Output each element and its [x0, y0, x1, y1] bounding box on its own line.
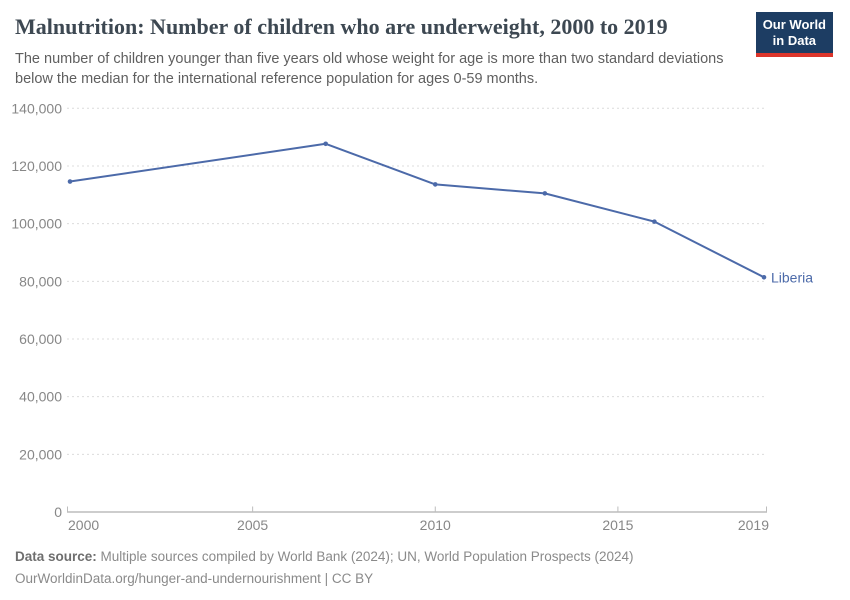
- data-source-line: Data source: Multiple sources compiled b…: [15, 546, 835, 568]
- data-source-label: Data source:: [15, 549, 97, 564]
- y-axis-tick-label: 0: [54, 504, 62, 520]
- axes: [67, 506, 767, 513]
- gridlines: [67, 107, 767, 455]
- y-axis-tick-label: 80,000: [19, 273, 62, 289]
- series-line-liberia: [69, 142, 765, 279]
- owid-logo[interactable]: Our World in Data: [755, 12, 833, 57]
- y-axis-tick-label: 140,000: [11, 100, 62, 116]
- y-axis-tick-label: 60,000: [19, 331, 62, 347]
- data-point-2019: [761, 274, 767, 280]
- chart-subtitle-line1: The number of children younger than five…: [15, 51, 724, 67]
- y-axis-tick-label: 100,000: [11, 216, 62, 232]
- x-axis-tick-label: 2010: [420, 517, 451, 533]
- y-axis-tick-label: 40,000: [19, 389, 62, 405]
- y-axis-tick-label: 120,000: [11, 158, 62, 174]
- x-axis-tick-label: 2015: [602, 517, 633, 533]
- page-title: Malnutrition: Number of children who are…: [15, 14, 668, 39]
- data-point-2007: [323, 141, 328, 147]
- license-line: OurWorldinData.org/hunger-and-undernouri…: [15, 568, 835, 590]
- data-point-2013: [542, 191, 548, 196]
- axis-labels: 0 20,000 40,000 60,000 80,000 100,000 120,000 1…: [11, 100, 769, 533]
- chart-subtitle: The number of children younger than five…: [15, 49, 760, 89]
- license-text: | CC BY: [320, 571, 374, 586]
- data-point-2016: [652, 219, 657, 224]
- x-axis-tick-label: 2005: [237, 517, 268, 533]
- footer-url-link[interactable]: OurWorldinData.org/hunger-and-undernouri…: [15, 571, 321, 586]
- line-chart: 0 20,000 40,000 60,000 80,000 100,000 120,000 1…: [11, 100, 813, 533]
- x-axis-tick-label: 2019: [738, 517, 769, 533]
- data-point-2010: [432, 182, 438, 187]
- y-axis-tick-label: 20,000: [19, 446, 62, 462]
- data-series: Liberia: [67, 141, 813, 285]
- chart-footer: Data source: Multiple sources compiled b…: [15, 546, 835, 590]
- chart-subtitle-line2: below the median for the international r…: [15, 71, 539, 87]
- owid-logo-line2: in Data: [772, 33, 817, 48]
- data-point-2000: [67, 179, 73, 184]
- x-axis-tick-label: 2000: [68, 517, 99, 533]
- data-source-text: Multiple sources compiled by World Bank …: [100, 549, 634, 564]
- series-label-liberia: Liberia: [771, 269, 813, 285]
- owid-logo-line1: Our World: [762, 17, 826, 32]
